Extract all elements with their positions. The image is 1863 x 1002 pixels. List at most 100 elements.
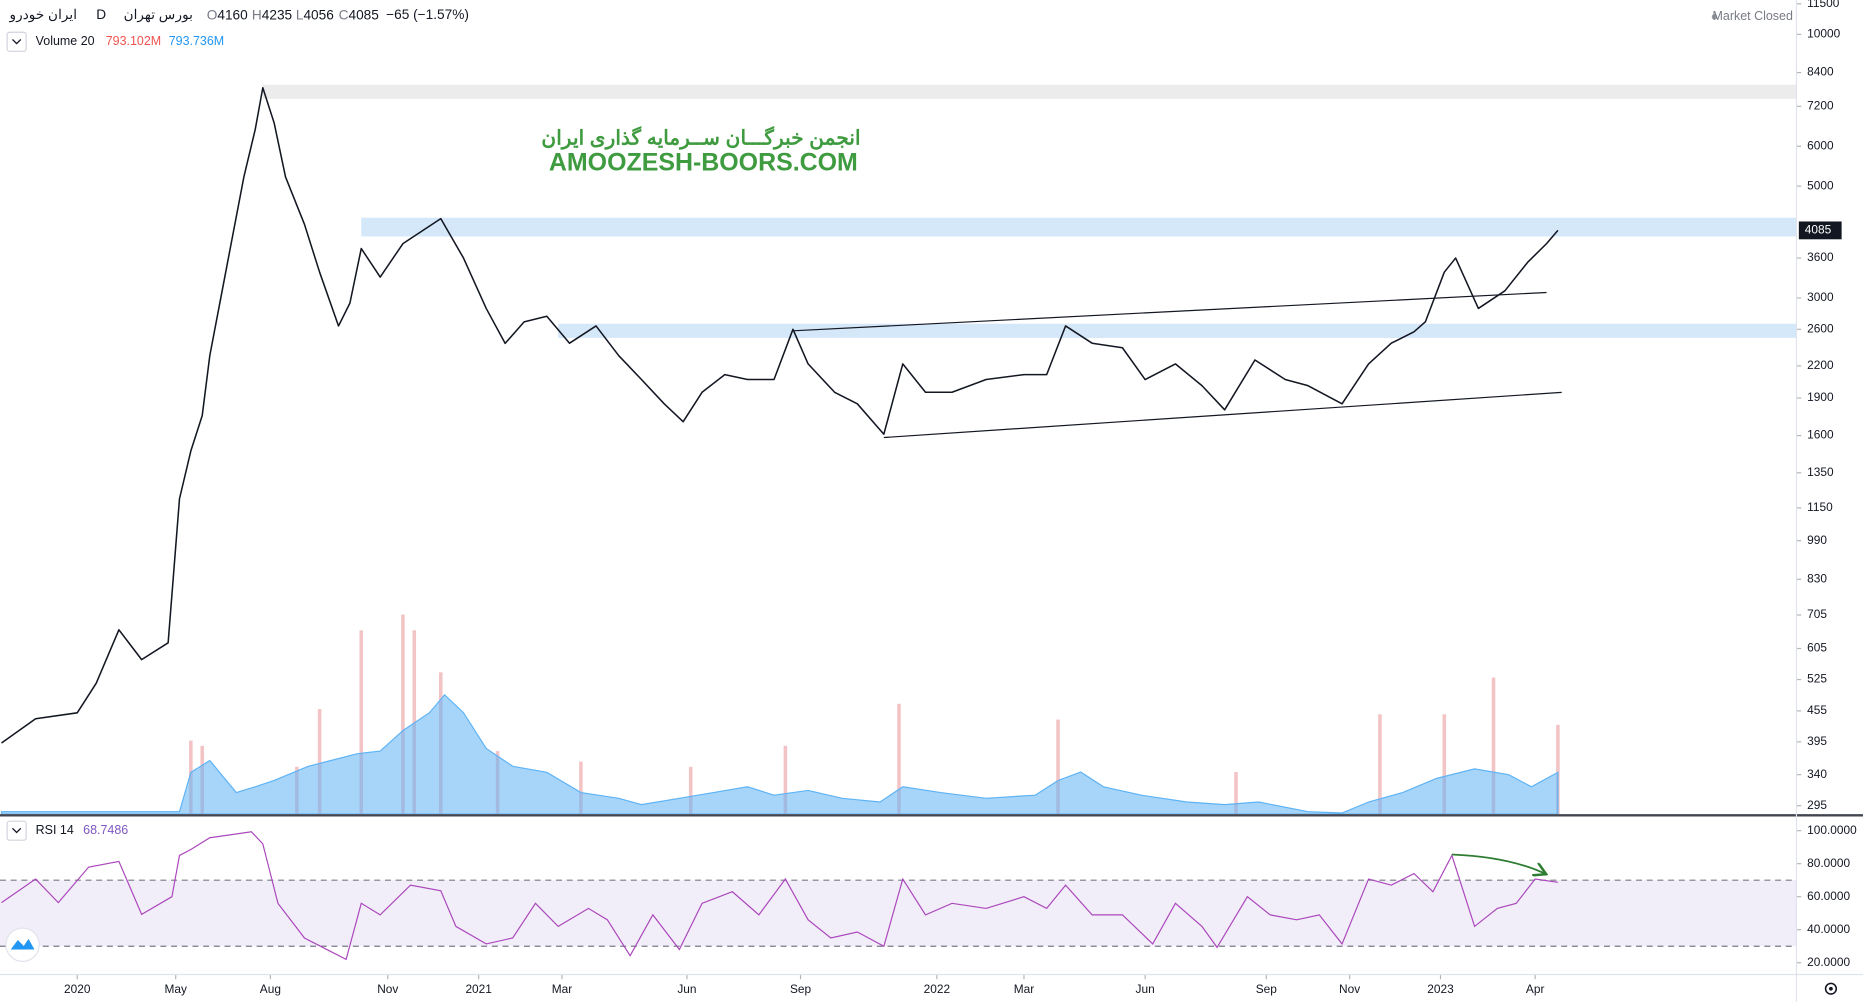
y-tick-label: 340 [1807,767,1827,781]
x-tick-label: Mar [1014,982,1034,996]
volume-value: 793.102M [106,34,161,48]
symbol: ایران خودرو [9,7,78,23]
collapse-button[interactable] [6,820,27,841]
y-tick-label: 990 [1807,533,1827,547]
y-tick-label: 455 [1807,703,1827,717]
volume-ma-area [0,694,1559,815]
x-tick-label: Aug [260,982,281,996]
ohlc-value: 4235 [262,7,293,22]
price-pane [0,84,1797,815]
rsi-line [1,831,1558,961]
y-tick-label: 1900 [1807,390,1834,404]
x-tick-label: Sep [790,982,812,996]
y-tick-label: 3600 [1807,250,1834,264]
y-tick-label: 11500 [1807,0,1840,10]
watermark-en: AMOOZESH-BOORS.COM [549,149,858,177]
ohlc-value: 4160 [217,7,248,22]
volume-bar [412,630,417,815]
y-tick-label: 705 [1807,607,1827,621]
settings-button[interactable] [1824,982,1838,995]
y-tick-label: 395 [1807,734,1827,748]
rsi-value: 68.7486 [83,823,128,837]
y-tick-label: 60.0000 [1807,889,1850,903]
y-tick-label: 100.0000 [1807,823,1857,837]
status-dot [1711,14,1718,20]
chevron-icon [12,38,22,45]
volume-bar [1556,724,1560,815]
ohlc-value: 4056 [303,7,333,22]
volume-bar [688,766,693,815]
volume-bar [1378,714,1382,815]
logo[interactable] [5,927,40,962]
volume-legend: Volume 20 [36,34,95,48]
interval: D [96,7,106,22]
ohlc-close: C4085 [339,7,380,22]
x-tick-label: 2021 [465,982,492,996]
x-tick-label: Nov [1339,982,1360,996]
volume-bar [579,761,583,815]
y-tick-label: 1600 [1807,428,1834,442]
market-status: Market Closed [1713,9,1793,23]
y-tick-label: 8400 [1807,65,1834,79]
y-tick-label: 6000 [1807,138,1834,152]
y-tick-label: 5000 [1807,178,1834,192]
y-tick-label: 40.0000 [1807,922,1850,936]
x-tick-label: May [164,982,186,996]
zone [262,84,1797,99]
y-tick-label: 605 [1807,641,1827,655]
y-tick-label: 295 [1807,798,1827,812]
exchange: بورس تهران [124,7,193,23]
volume-bar [317,709,322,815]
y-tick-label: 2200 [1807,358,1834,372]
volume-bar [1234,772,1238,815]
trend-line [883,391,1562,439]
x-tick-label: 2022 [924,982,950,996]
ohlc-label: C [339,7,349,22]
volume-bar [897,703,901,815]
volume-bar [1491,677,1496,815]
divergence-arrow [1451,853,1545,873]
settings-icon [1829,986,1833,991]
x-tick-label: Sep [1256,982,1278,996]
chevron-icon [12,827,22,834]
rsi-legend: RSI 14 [36,823,74,837]
y-tick-label: 80.0000 [1807,856,1850,870]
y-tick-label: 1150 [1807,500,1833,514]
y-tick-label: 2600 [1807,321,1834,335]
ohlc-open: O4160 [207,7,248,22]
y-tick-label: 7200 [1807,98,1834,112]
volume-bar [783,745,788,815]
volume-bar [401,614,405,815]
price-line [1,86,1559,744]
rsi-pane [0,831,1797,961]
y-tick-label: 10000 [1807,27,1840,41]
ohlc-low: L4056 [296,7,334,22]
x-tick-label: Nov [377,982,398,996]
last-price-label: 4085 [1805,223,1832,237]
trend-line [792,291,1547,332]
ohlc-label: O [207,7,218,22]
x-tick-label: Mar [552,982,572,996]
ohlc-label: H [252,7,262,22]
y-tick-label: 20.0000 [1807,955,1850,969]
x-tick-label: 2023 [1427,982,1454,996]
change: −65 (−1.57%) [386,7,469,22]
y-tick-label: 1350 [1807,465,1834,479]
watermark-fa: انجمن خبرگـــان ســرمایه گذاری ایران [541,126,860,151]
x-tick-label: Jun [677,982,696,996]
zone [361,217,1797,237]
y-tick-label: 525 [1807,672,1827,686]
logo-icon [10,938,35,950]
y-tick-label: 3000 [1807,290,1834,304]
rsi-band [0,880,1797,947]
zone [558,323,1797,338]
volume-bar [1056,719,1060,815]
collapse-button[interactable] [6,31,27,52]
axes: 295 340 395 455 525 605 705 830 990 1150 1350 1600 1… [64,0,1857,996]
ohlc-high: H4235 [252,7,293,22]
x-tick-label: Apr [1526,982,1545,996]
x-tick-label: Jun [1136,982,1155,996]
